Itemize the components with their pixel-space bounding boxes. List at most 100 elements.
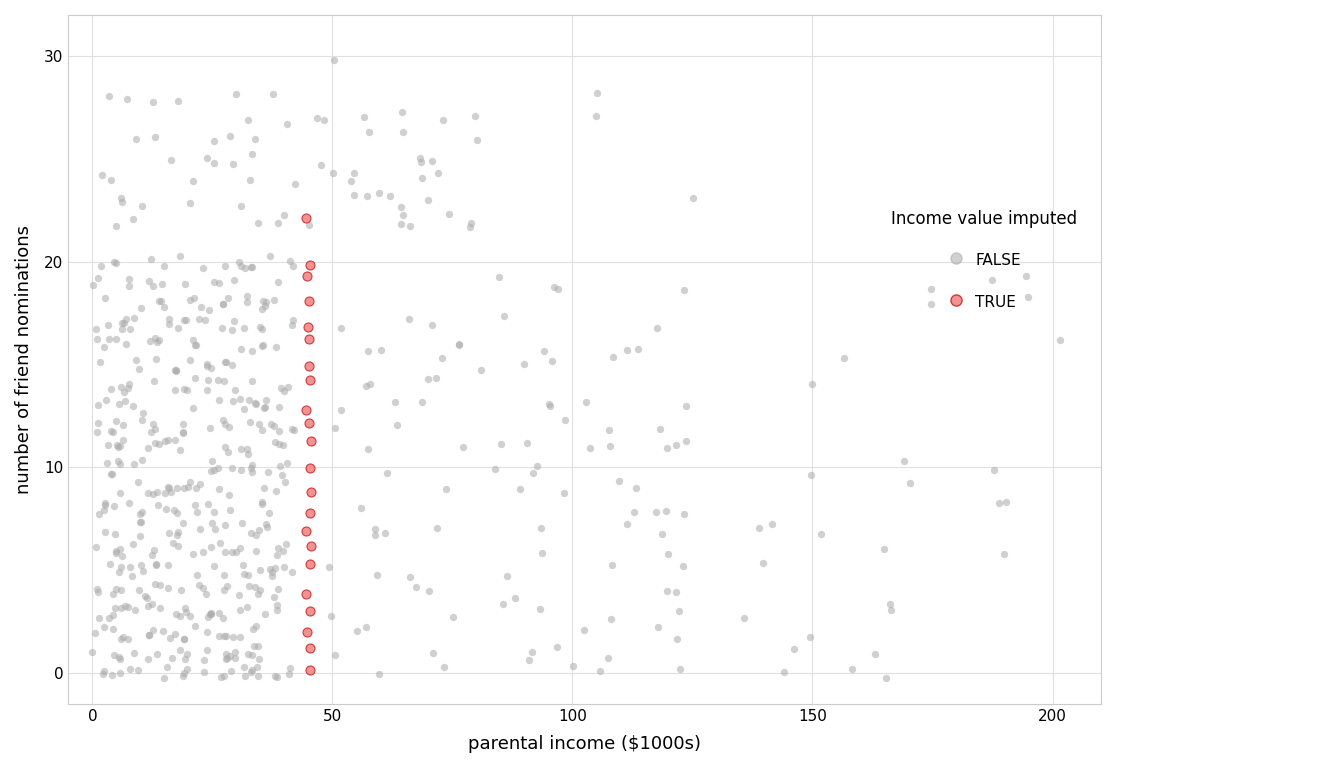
Point — [233, 568, 254, 581]
Point — [277, 380, 298, 392]
Point — [245, 545, 266, 558]
Point — [122, 538, 144, 551]
Point — [105, 545, 126, 558]
Point — [418, 584, 439, 597]
Point — [159, 527, 180, 539]
Point — [249, 418, 270, 430]
Point — [148, 498, 169, 511]
Point — [319, 561, 340, 573]
Point — [85, 541, 106, 553]
Point — [282, 314, 304, 326]
Point — [226, 546, 247, 558]
Point — [144, 437, 165, 449]
Point — [165, 607, 187, 620]
Point — [298, 333, 320, 345]
Point — [208, 607, 230, 619]
Point — [208, 374, 230, 386]
Point — [125, 134, 146, 146]
Point — [216, 652, 238, 664]
Point — [179, 293, 200, 306]
Point — [652, 528, 673, 540]
Point — [106, 442, 128, 454]
Point — [185, 482, 207, 494]
Point — [169, 644, 191, 657]
Point — [165, 364, 187, 376]
Point — [126, 664, 148, 676]
Point — [103, 256, 125, 268]
Point — [110, 561, 132, 573]
Point — [281, 423, 302, 435]
Point — [176, 647, 198, 660]
Point — [134, 590, 156, 602]
Point — [192, 546, 214, 558]
Point — [118, 273, 140, 285]
Point — [157, 435, 179, 447]
Point — [184, 372, 206, 384]
Point — [509, 483, 531, 495]
Point — [163, 538, 184, 550]
Point — [263, 419, 285, 432]
Point — [187, 569, 208, 581]
Point — [280, 254, 301, 266]
Point — [149, 602, 171, 614]
Point — [169, 444, 191, 456]
Point — [391, 105, 413, 118]
Point — [173, 667, 195, 679]
Point — [543, 280, 564, 293]
Point — [390, 200, 411, 213]
Point — [233, 660, 254, 673]
Point — [120, 561, 141, 573]
Point — [249, 564, 270, 576]
Point — [113, 419, 134, 431]
Point — [218, 421, 239, 433]
Point — [167, 526, 188, 538]
Point — [114, 395, 136, 407]
Point — [239, 579, 261, 591]
Point — [241, 527, 262, 539]
Point — [102, 609, 124, 621]
Point — [128, 475, 149, 488]
Point — [110, 633, 132, 645]
Point — [190, 478, 211, 490]
Point — [199, 422, 220, 434]
Point — [617, 344, 638, 356]
Point — [87, 417, 109, 429]
Point — [149, 295, 171, 307]
Point — [196, 644, 218, 656]
Point — [214, 630, 235, 642]
Point — [122, 312, 144, 324]
Point — [116, 313, 137, 325]
Point — [198, 374, 219, 386]
Point — [216, 291, 238, 303]
Point — [540, 400, 562, 412]
Point — [242, 375, 263, 387]
Point — [298, 219, 320, 231]
Point — [387, 419, 409, 431]
Point — [628, 343, 649, 356]
Point — [417, 194, 438, 206]
Point — [155, 503, 176, 515]
Point — [241, 260, 262, 273]
Point — [118, 497, 140, 509]
Point — [230, 464, 251, 476]
Point — [251, 498, 273, 510]
Point — [589, 664, 610, 677]
Point — [228, 588, 250, 601]
Point — [247, 640, 269, 652]
Point — [102, 623, 124, 635]
Point — [198, 611, 219, 623]
Point — [142, 96, 164, 108]
Point — [251, 340, 273, 353]
Point — [296, 270, 317, 283]
Point — [409, 151, 430, 164]
Point — [87, 612, 109, 624]
Point — [129, 508, 151, 521]
Point — [215, 356, 237, 369]
Point — [433, 661, 454, 674]
Point — [109, 488, 130, 500]
Point — [200, 362, 222, 374]
Point — [521, 466, 543, 478]
Point — [306, 112, 328, 124]
Point — [331, 322, 352, 334]
Point — [203, 560, 224, 572]
